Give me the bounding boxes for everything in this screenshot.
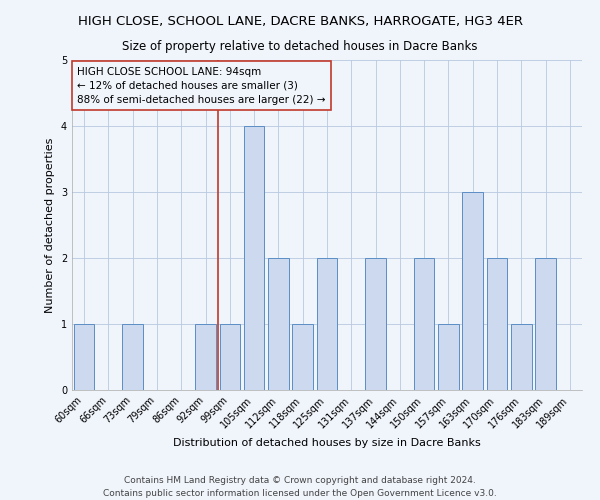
Bar (195, 324, 216, 390)
Bar (365, 258, 386, 390)
Bar (438, 324, 459, 390)
Bar (414, 258, 434, 390)
Bar (511, 324, 532, 390)
Bar (463, 192, 483, 390)
Bar (487, 258, 508, 390)
Text: Contains HM Land Registry data © Crown copyright and database right 2024.
Contai: Contains HM Land Registry data © Crown c… (103, 476, 497, 498)
Bar (220, 324, 240, 390)
Bar (74, 324, 94, 390)
Bar (244, 126, 265, 390)
Bar (122, 324, 143, 390)
Y-axis label: Number of detached properties: Number of detached properties (46, 138, 55, 312)
Bar (535, 258, 556, 390)
X-axis label: Distribution of detached houses by size in Dacre Banks: Distribution of detached houses by size … (173, 438, 481, 448)
Bar (317, 258, 337, 390)
Text: HIGH CLOSE, SCHOOL LANE, DACRE BANKS, HARROGATE, HG3 4ER: HIGH CLOSE, SCHOOL LANE, DACRE BANKS, HA… (77, 15, 523, 28)
Bar (292, 324, 313, 390)
Bar (268, 258, 289, 390)
Text: Size of property relative to detached houses in Dacre Banks: Size of property relative to detached ho… (122, 40, 478, 53)
Text: HIGH CLOSE SCHOOL LANE: 94sqm
← 12% of detached houses are smaller (3)
88% of se: HIGH CLOSE SCHOOL LANE: 94sqm ← 12% of d… (77, 66, 326, 104)
